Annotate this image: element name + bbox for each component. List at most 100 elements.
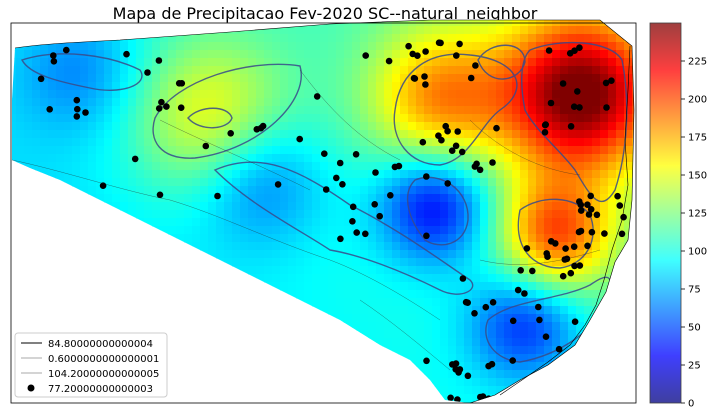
field-cell	[504, 322, 513, 331]
field-cell	[576, 162, 585, 171]
field-cell	[448, 354, 457, 363]
field-cell	[312, 106, 321, 115]
field-cell	[520, 234, 529, 243]
field-cell	[528, 66, 537, 75]
field-cell	[232, 130, 241, 139]
field-cell	[320, 282, 329, 291]
field-cell	[312, 210, 321, 219]
field-cell	[128, 122, 137, 131]
field-cell	[56, 154, 65, 163]
field-cell	[408, 26, 417, 35]
field-cell	[184, 122, 193, 131]
field-cell	[520, 330, 529, 339]
field-cell	[408, 354, 417, 363]
field-cell	[296, 74, 305, 83]
field-cell	[16, 66, 25, 75]
station-marker	[131, 155, 139, 163]
field-cell	[360, 234, 369, 243]
field-cell	[384, 274, 393, 283]
field-cell	[496, 202, 505, 211]
field-cell	[392, 330, 401, 339]
station-marker	[588, 228, 596, 236]
field-cell	[472, 122, 481, 131]
field-cell	[288, 250, 297, 259]
field-cell	[392, 106, 401, 115]
field-cell	[544, 186, 553, 195]
field-cell	[608, 82, 617, 91]
field-cell	[592, 66, 601, 75]
field-cell	[320, 34, 329, 43]
field-cell	[512, 362, 521, 371]
field-cell	[184, 90, 193, 99]
field-cell	[616, 82, 625, 91]
field-cell	[480, 42, 489, 51]
field-cell	[312, 66, 321, 75]
field-cell	[328, 130, 337, 139]
field-cell	[144, 122, 153, 131]
field-cell	[520, 186, 529, 195]
field-cell	[448, 82, 457, 91]
field-cell	[416, 298, 425, 307]
field-cell	[360, 202, 369, 211]
station-marker	[576, 104, 583, 111]
field-cell	[456, 322, 465, 331]
field-cell	[152, 42, 161, 51]
field-cell	[304, 242, 313, 251]
station-marker	[593, 211, 601, 219]
field-cell	[448, 58, 457, 67]
field-cell	[424, 138, 433, 147]
field-cell	[352, 50, 361, 59]
field-cell	[512, 338, 521, 347]
field-cell	[592, 50, 601, 59]
field-cell	[496, 186, 505, 195]
field-cell	[432, 354, 441, 363]
field-cell	[352, 90, 361, 99]
field-cell	[376, 218, 385, 227]
field-cell	[584, 298, 593, 307]
field-cell	[312, 226, 321, 235]
field-cell	[408, 194, 417, 203]
field-cell	[320, 226, 329, 235]
field-cell	[448, 202, 457, 211]
field-cell	[400, 266, 409, 275]
field-cell	[512, 58, 521, 67]
field-cell	[416, 186, 425, 195]
station-marker	[545, 47, 553, 54]
field-cell	[536, 218, 545, 227]
field-cell	[400, 82, 409, 91]
field-cell	[336, 138, 345, 147]
field-cell	[256, 258, 265, 267]
field-cell	[344, 114, 353, 123]
field-cell	[584, 306, 593, 315]
field-cell	[160, 130, 169, 139]
field-cell	[416, 178, 425, 187]
field-cell	[584, 146, 593, 155]
field-cell	[576, 154, 585, 163]
field-cell	[488, 226, 497, 235]
field-cell	[504, 90, 513, 99]
field-cell	[544, 34, 553, 43]
field-cell	[144, 194, 153, 203]
field-cell	[592, 90, 601, 99]
field-cell	[264, 50, 273, 59]
field-cell	[504, 250, 513, 259]
field-cell	[544, 346, 553, 355]
field-cell	[344, 298, 353, 307]
field-cell	[208, 34, 217, 43]
field-cell	[440, 218, 449, 227]
field-cell	[424, 250, 433, 259]
field-cell	[384, 170, 393, 179]
field-cell	[424, 282, 433, 291]
field-cell	[376, 258, 385, 267]
field-cell	[304, 226, 313, 235]
field-cell	[304, 42, 313, 51]
station-marker	[123, 50, 130, 58]
field-cell	[216, 154, 225, 163]
field-cell	[512, 42, 521, 51]
field-cell	[488, 234, 497, 243]
field-cell	[32, 66, 41, 75]
field-cell	[344, 98, 353, 107]
field-cell	[560, 186, 569, 195]
field-cell	[352, 250, 361, 259]
field-cell	[504, 298, 513, 307]
